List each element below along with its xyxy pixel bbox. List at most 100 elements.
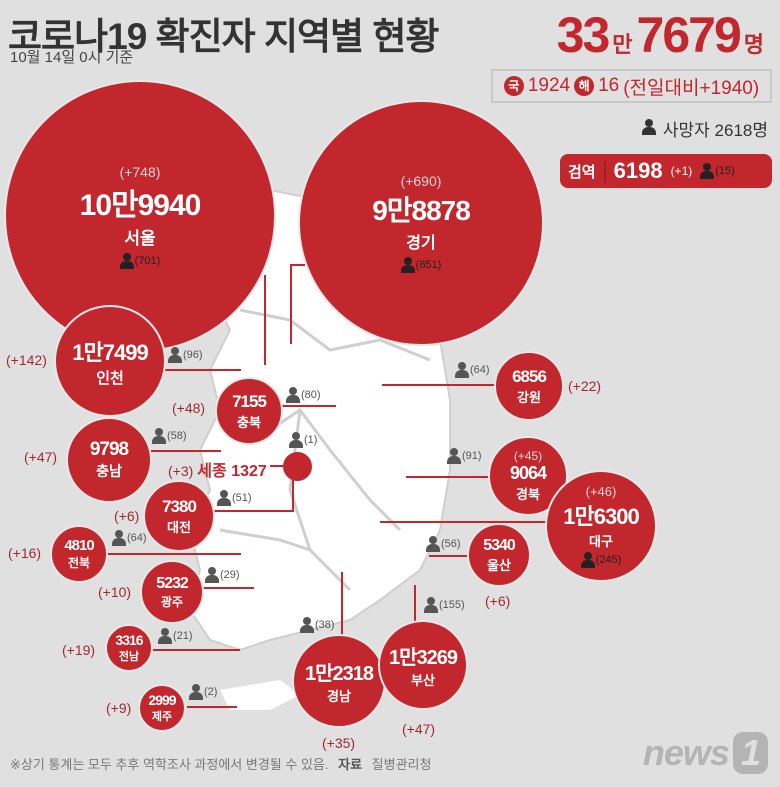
region-bubble-incheon: 1만7499 인천 bbox=[54, 305, 166, 417]
person-icon bbox=[455, 362, 469, 378]
region-bubble-jeju: 2999 제주 bbox=[138, 684, 186, 732]
source: 질병관리청 bbox=[371, 757, 432, 772]
region-increase: (+6) bbox=[114, 508, 140, 524]
connector-line bbox=[406, 476, 490, 478]
connector-line bbox=[148, 649, 240, 651]
person-icon bbox=[119, 252, 134, 269]
person-icon bbox=[217, 490, 231, 506]
domestic-count: 1924 bbox=[527, 75, 571, 96]
person-icon bbox=[286, 387, 300, 403]
connector-line bbox=[414, 585, 416, 625]
domestic-badge: 국 bbox=[503, 76, 524, 96]
connector-line bbox=[270, 465, 285, 467]
region-deaths: (38) bbox=[300, 617, 335, 633]
connector-line bbox=[290, 264, 305, 266]
connector-line bbox=[282, 405, 336, 407]
source-label: 자료 bbox=[338, 757, 363, 772]
quarantine-deaths: (15) bbox=[700, 163, 735, 179]
region-increase: (+9) bbox=[106, 700, 132, 716]
total-man-unit: 만 bbox=[612, 32, 633, 57]
person-icon bbox=[641, 118, 660, 139]
region-increase: (+16) bbox=[8, 545, 42, 561]
region-increase: (+35) bbox=[322, 735, 356, 751]
total-cases: 33 만7679 명 bbox=[557, 6, 768, 64]
region-deaths: (21) bbox=[158, 628, 193, 644]
region-bubble-jeonbuk: 4810 전북 bbox=[50, 525, 108, 583]
region-bubble-gyeongnam: 1만2318 경남 bbox=[292, 634, 386, 728]
connector-line bbox=[212, 510, 294, 512]
region-deaths: (51) bbox=[217, 490, 252, 506]
connector-line bbox=[165, 369, 241, 371]
person-icon bbox=[158, 628, 172, 644]
region-deaths: (91) bbox=[447, 448, 482, 464]
overseas-badge: 해 bbox=[574, 76, 595, 96]
region-bubble-daegu: (+46) 1만6300 대구 (245) bbox=[545, 470, 657, 582]
total-deaths: 사망자 2618명 bbox=[641, 116, 768, 141]
person-icon bbox=[205, 567, 219, 583]
deaths-label: 사망자 2618명 bbox=[662, 121, 768, 140]
person-icon bbox=[112, 530, 126, 546]
region-increase: (+48) bbox=[172, 400, 206, 416]
quarantine-increase: (+1) bbox=[670, 164, 693, 178]
page-title: 코로나19 확진자 지역별 현황 bbox=[8, 16, 439, 57]
total-rest: 7679 bbox=[636, 7, 742, 63]
quarantine-value: 6198 bbox=[613, 158, 663, 183]
region-increase: (+19) bbox=[62, 642, 96, 658]
case-breakdown: 국 1924 해 16 (전일대비+1940) bbox=[491, 69, 772, 103]
region-bubble-seoul: (+748) 10만9940 서울 (701) bbox=[4, 80, 276, 352]
total-man: 33 bbox=[556, 7, 611, 63]
region-bubble-chungnam: 9798 충남 bbox=[66, 417, 152, 503]
region-deaths: (2) bbox=[189, 684, 217, 700]
region-deaths: (851) bbox=[400, 257, 441, 273]
region-increase: (+10) bbox=[98, 584, 132, 600]
region-bubble-gyeonggi: (+690) 9만8878 경기 (851) bbox=[298, 100, 544, 346]
person-icon bbox=[168, 347, 182, 363]
person-icon bbox=[289, 432, 303, 448]
connector-line bbox=[341, 572, 343, 642]
region-deaths: (64) bbox=[455, 362, 490, 378]
sejong-label: (+3) 세종 1327 bbox=[168, 463, 267, 480]
region-bubble-chungbuk: 7155 충북 bbox=[215, 377, 283, 445]
person-icon bbox=[424, 597, 438, 613]
region-increase: (+47) bbox=[402, 721, 436, 737]
region-deaths: (64) bbox=[112, 530, 147, 546]
region-bubble-daejeon: 7380 대전 bbox=[143, 480, 215, 552]
region-deaths: (96) bbox=[168, 347, 203, 363]
region-bubble-sejong bbox=[283, 452, 312, 481]
region-bubble-busan: 1만3269 부산 bbox=[378, 620, 468, 710]
connector-line bbox=[290, 264, 292, 344]
connector-line bbox=[202, 587, 254, 589]
connector-line bbox=[187, 706, 237, 708]
region-deaths: (29) bbox=[205, 567, 240, 583]
news1-logo: news 1 bbox=[643, 732, 768, 774]
region-increase: (+22) bbox=[568, 378, 602, 394]
connector-line bbox=[429, 555, 469, 557]
region-deaths: (155) bbox=[424, 597, 465, 613]
region-increase: (+47) bbox=[24, 449, 58, 465]
overseas-count: 16 bbox=[598, 75, 620, 96]
region-bubble-ulsan: 5340 울산 bbox=[467, 523, 531, 587]
person-icon bbox=[447, 448, 461, 464]
region-deaths: (1) bbox=[289, 432, 317, 448]
region-increase: (+142) bbox=[6, 352, 47, 368]
person-icon bbox=[700, 163, 715, 179]
total-unit: 명 bbox=[743, 32, 764, 57]
footer-note: ※상기 통계는 모두 추후 역학조사 과정에서 변경될 수 있음. 자료 질병관… bbox=[10, 757, 432, 772]
region-deaths: (701) bbox=[119, 252, 160, 269]
connector-line bbox=[264, 275, 266, 365]
region-deaths: (56) bbox=[426, 536, 461, 552]
region-deaths: (245) bbox=[580, 552, 621, 568]
daily-change: (전일대비+1940) bbox=[623, 77, 760, 99]
person-icon bbox=[152, 428, 166, 444]
connector-line bbox=[106, 553, 241, 555]
region-deaths: (80) bbox=[286, 387, 321, 403]
person-icon bbox=[580, 552, 595, 568]
person-icon bbox=[300, 617, 314, 633]
quarantine-box: 검역 6198 (+1) (15) bbox=[560, 154, 772, 188]
person-icon bbox=[400, 257, 415, 273]
person-icon bbox=[426, 536, 440, 552]
quarantine-label: 검역 bbox=[568, 160, 606, 182]
connector-line bbox=[380, 521, 550, 523]
region-bubble-gwangju: 5232 광주 bbox=[140, 560, 204, 624]
region-bubble-gyeongbuk: (+45) 9064 경북 bbox=[488, 436, 568, 516]
